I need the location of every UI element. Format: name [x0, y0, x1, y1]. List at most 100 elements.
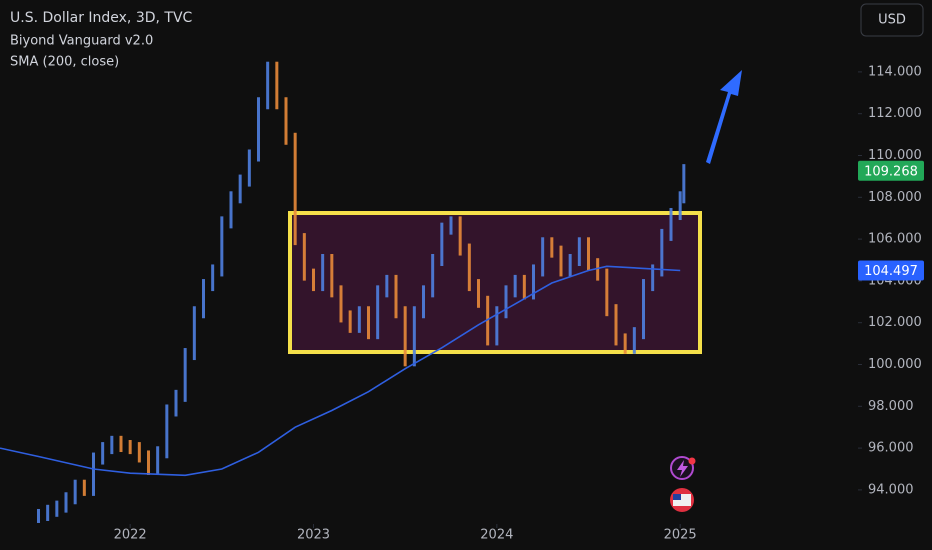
candle: [321, 254, 325, 292]
candle: [82, 479, 86, 496]
y-tick-label: 94.000: [868, 482, 914, 497]
candle: [220, 216, 224, 277]
y-tick-label: 98.000: [868, 399, 914, 414]
candle: [550, 237, 554, 258]
x-tick-label: 2023: [297, 528, 330, 543]
currency-label: USD: [878, 13, 906, 28]
candle: [312, 268, 315, 292]
candle: [367, 306, 370, 340]
candle: [678, 191, 682, 221]
candle: [385, 274, 389, 298]
y-tick-label: 110.000: [868, 148, 922, 163]
candle: [229, 191, 233, 229]
candle: [651, 264, 655, 292]
candle: [266, 61, 270, 110]
candle: [541, 237, 545, 277]
candle: [660, 228, 664, 277]
last-value-box: [858, 260, 924, 281]
x-tick-label: 2025: [664, 528, 697, 543]
candle: [183, 348, 187, 402]
candle: [587, 237, 590, 271]
candle: [440, 222, 444, 266]
candle: [92, 452, 95, 496]
candle: [577, 237, 581, 266]
candle: [192, 306, 196, 361]
candle: [394, 274, 398, 319]
y-tick-label: 96.000: [868, 441, 914, 456]
candle: [559, 245, 563, 277]
candle: [73, 479, 77, 505]
candle: [522, 274, 526, 300]
last-value-label: 109.268: [864, 164, 918, 179]
y-tick-label: 102.000: [868, 315, 922, 330]
plot: [0, 61, 686, 523]
legend-entry: Biyond Vanguard v2.0: [10, 34, 153, 49]
candle: [275, 61, 279, 110]
candle: [211, 264, 215, 292]
candle: [174, 389, 178, 417]
candle: [467, 243, 471, 292]
candle: [669, 208, 673, 241]
candle: [632, 327, 636, 354]
candle: [495, 306, 499, 346]
candle: [110, 435, 114, 455]
candle: [119, 435, 123, 453]
candle: [147, 450, 150, 476]
candle: [357, 306, 361, 333]
chart-title: U.S. Dollar Index, 3D, TVC: [10, 10, 193, 26]
candle: [682, 164, 686, 204]
x-tick-label: 2022: [114, 528, 147, 543]
candle: [431, 254, 435, 298]
sma-line: [0, 265, 681, 477]
candle: [330, 254, 334, 298]
candle: [403, 306, 407, 367]
candle: [284, 97, 288, 145]
x-tick-label: 2024: [480, 528, 513, 543]
candle: [165, 404, 169, 459]
candle: [55, 500, 59, 517]
y-tick-label: 106.000: [868, 232, 922, 247]
candle: [302, 233, 306, 281]
candle: [238, 174, 242, 204]
candle: [596, 258, 600, 281]
currency-button[interactable]: [860, 3, 924, 37]
alert-icon[interactable]: [670, 456, 696, 480]
legend-entry: SMA (200, close): [10, 55, 119, 70]
candle: [568, 254, 572, 277]
candle: [137, 442, 141, 463]
candle: [458, 216, 462, 256]
last-value-label: 104.497: [864, 264, 918, 279]
candle: [642, 279, 645, 340]
candle: [348, 310, 352, 333]
y-tick-label: 114.000: [868, 64, 922, 79]
candle: [376, 285, 380, 340]
last-value-box: [858, 160, 924, 181]
candle: [623, 333, 627, 354]
candle: [532, 264, 535, 300]
candle: [614, 304, 618, 346]
candle: [477, 279, 480, 308]
candle: [64, 492, 68, 513]
candle: [101, 442, 105, 465]
candle: [513, 274, 517, 298]
candle: [293, 132, 297, 246]
y-tick-label: 108.000: [868, 190, 922, 205]
candle: [422, 285, 425, 319]
candle: [202, 279, 205, 319]
candle: [339, 285, 343, 323]
candle: [46, 504, 50, 521]
candle: [128, 440, 132, 455]
y-tick-label: 100.000: [868, 357, 922, 372]
candle: [412, 306, 416, 367]
candle: [37, 508, 40, 523]
candle: [156, 446, 160, 476]
candle: [486, 295, 490, 346]
y-tick-label: 112.000: [868, 106, 922, 121]
candle: [605, 268, 609, 317]
arrow: [706, 70, 742, 164]
candle: [504, 285, 508, 319]
candle: [247, 149, 251, 187]
candle: [257, 97, 260, 162]
event-icon[interactable]: [670, 488, 694, 512]
